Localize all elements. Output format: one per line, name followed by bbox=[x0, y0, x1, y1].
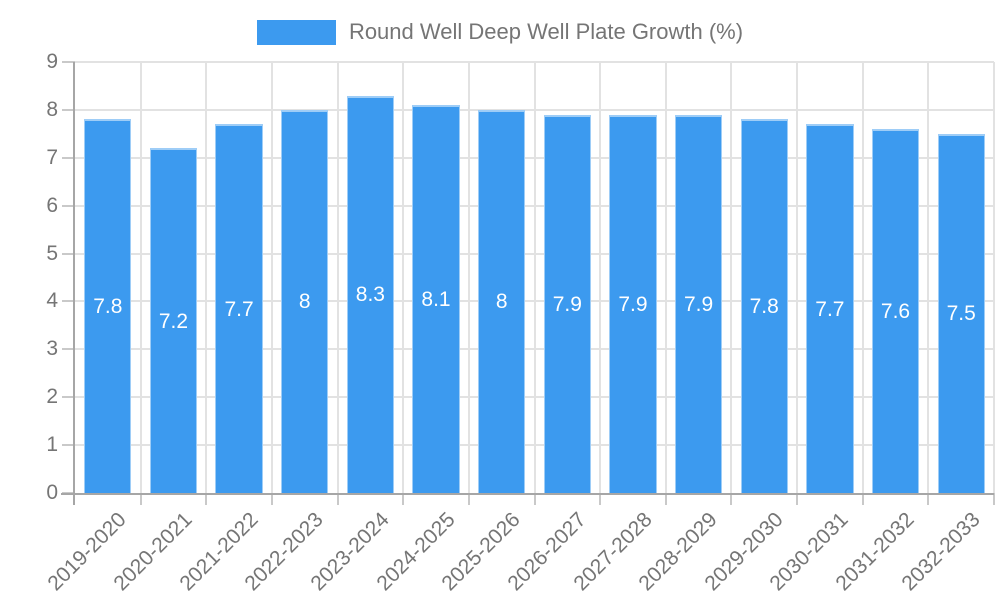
gridline-vertical bbox=[664, 62, 667, 493]
bar[interactable]: 7.6 bbox=[871, 129, 920, 493]
y-tick-mark bbox=[62, 156, 75, 159]
bar-value-label: 7.2 bbox=[158, 309, 189, 333]
bar-value-label: 8.1 bbox=[421, 288, 451, 312]
x-tick-mark bbox=[664, 493, 667, 505]
gridline-vertical bbox=[927, 62, 930, 493]
y-axis-label: 1 bbox=[46, 433, 58, 457]
y-axis-line bbox=[73, 62, 75, 505]
y-axis-label: 6 bbox=[46, 193, 58, 217]
bar[interactable]: 7.7 bbox=[806, 124, 854, 493]
y-tick-mark bbox=[62, 444, 75, 447]
x-tick-mark bbox=[796, 493, 799, 505]
bar-value-label: 7.5 bbox=[946, 302, 976, 326]
y-tick-mark bbox=[62, 108, 75, 111]
y-axis-label: 3 bbox=[46, 337, 58, 361]
bar[interactable]: 8 bbox=[281, 109, 329, 493]
y-tick-mark bbox=[62, 252, 75, 255]
x-tick-mark bbox=[336, 493, 339, 505]
bar-value-label: 7.7 bbox=[815, 297, 845, 321]
x-tick-mark bbox=[730, 493, 733, 505]
gridline-vertical bbox=[336, 62, 339, 493]
y-axis-label: 0 bbox=[46, 481, 58, 504]
gridline-vertical bbox=[402, 62, 405, 493]
x-tick-mark bbox=[270, 493, 273, 505]
bar[interactable]: 7.7 bbox=[215, 124, 263, 493]
x-tick-mark bbox=[599, 493, 602, 505]
y-tick-mark bbox=[62, 204, 75, 207]
bar-value-label: 7.9 bbox=[552, 292, 582, 316]
y-axis-label: 4 bbox=[46, 289, 58, 313]
y-axis-label: 5 bbox=[46, 241, 58, 265]
gridline-vertical bbox=[730, 62, 733, 493]
y-tick-mark bbox=[62, 61, 75, 63]
bar[interactable]: 7.5 bbox=[937, 133, 985, 493]
x-tick-mark bbox=[533, 493, 536, 505]
bar-value-label: 8 bbox=[298, 290, 311, 314]
x-tick-mark bbox=[993, 493, 995, 505]
x-axis-line bbox=[61, 493, 994, 495]
y-axis-label: 9 bbox=[46, 50, 58, 73]
gridline-vertical bbox=[270, 62, 273, 493]
x-tick-mark bbox=[402, 493, 405, 505]
x-tick-mark bbox=[927, 493, 930, 505]
legend-label: Round Well Deep Well Plate Growth (%) bbox=[348, 19, 744, 44]
y-tick-mark bbox=[62, 396, 75, 399]
bar[interactable]: 7.2 bbox=[149, 148, 198, 493]
gridline-vertical bbox=[861, 62, 864, 493]
bar[interactable]: 7.8 bbox=[84, 119, 132, 493]
chart-legend[interactable]: Round Well Deep Well Plate Growth (%) bbox=[0, 19, 1000, 45]
bar[interactable]: 7.9 bbox=[609, 114, 657, 493]
y-tick-mark bbox=[62, 300, 75, 303]
gridline-vertical bbox=[205, 62, 208, 493]
bar[interactable]: 7.9 bbox=[543, 114, 591, 493]
bar-value-label: 7.8 bbox=[93, 295, 123, 319]
y-tick-mark bbox=[62, 348, 75, 351]
bar-value-label: 7.8 bbox=[749, 295, 779, 319]
gridline-vertical bbox=[139, 62, 142, 493]
x-tick-mark bbox=[861, 493, 864, 505]
bar[interactable]: 8.3 bbox=[346, 95, 394, 493]
bar-value-label: 7.9 bbox=[618, 292, 648, 316]
gridline-vertical bbox=[533, 62, 536, 493]
bar[interactable]: 7.9 bbox=[674, 114, 723, 493]
bar[interactable]: 7.8 bbox=[740, 119, 788, 493]
gridline-vertical bbox=[467, 62, 470, 493]
bar-value-label: 7.9 bbox=[683, 292, 714, 316]
x-tick-mark bbox=[205, 493, 208, 505]
x-tick-mark bbox=[139, 493, 142, 505]
y-axis-label: 2 bbox=[46, 385, 58, 409]
legend-swatch-icon bbox=[256, 19, 336, 45]
y-axis-label: 7 bbox=[46, 145, 58, 169]
y-axis-label: 8 bbox=[46, 97, 58, 121]
gridline-vertical bbox=[796, 62, 799, 493]
plot-area: 0 1 2 3 4 5 6 7 8 9 7.8 7.2 7.7 8 8.3 8.1 8 7.9 7.9 7.9 7.8 7… bbox=[44, 50, 995, 595]
bar[interactable]: 8 bbox=[478, 109, 526, 493]
bar-value-label: 8.3 bbox=[355, 283, 385, 307]
bar-value-label: 7.7 bbox=[224, 297, 254, 321]
bar-value-label: 8 bbox=[495, 290, 508, 314]
gridline-vertical bbox=[599, 62, 602, 493]
bar-value-label: 7.6 bbox=[880, 300, 911, 323]
bar[interactable]: 8.1 bbox=[412, 105, 460, 493]
x-tick-mark bbox=[467, 493, 470, 505]
gridline-vertical bbox=[993, 62, 995, 493]
